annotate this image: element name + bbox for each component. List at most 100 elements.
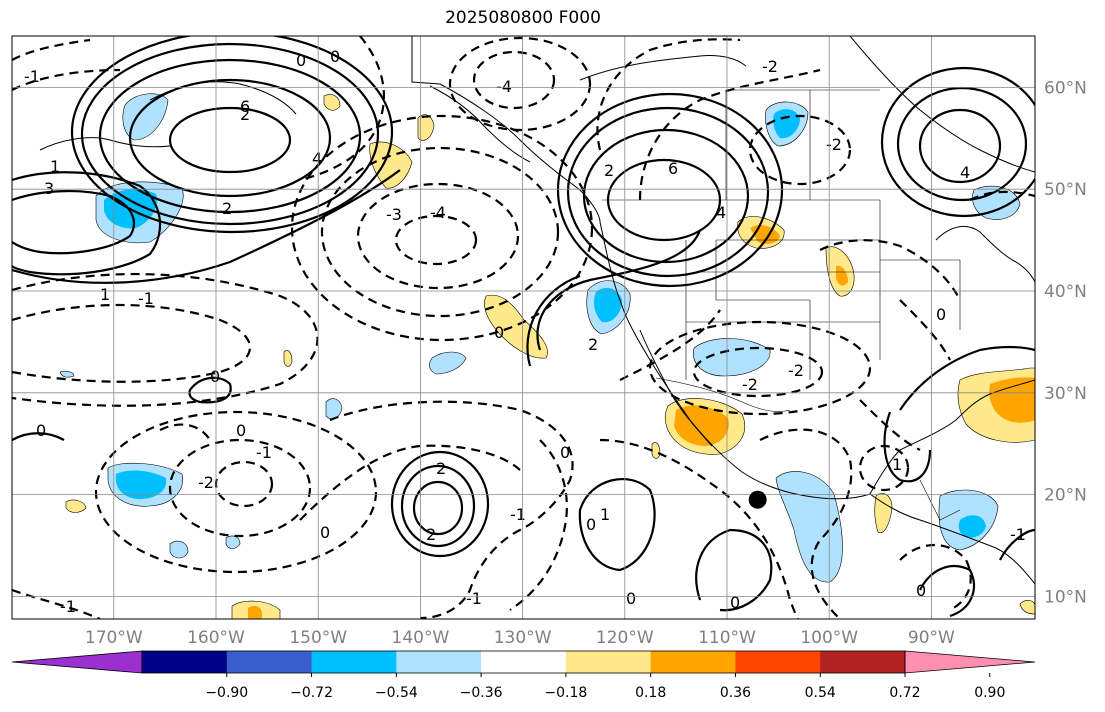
colorbar-tick-label: −0.90 <box>205 685 248 701</box>
contour-line <box>412 480 464 536</box>
contour-label: 0 <box>916 581 926 600</box>
chart-title: 2025080800 F000 <box>445 8 601 28</box>
contour-line <box>899 345 1035 411</box>
contour-line <box>596 38 741 151</box>
contour-line <box>394 214 478 266</box>
contour-line <box>188 376 232 404</box>
colorbar-tick-label: 0.90 <box>974 685 1005 701</box>
contour-line <box>12 272 319 407</box>
contour-line <box>536 229 702 351</box>
colorbar-tick-label: 0.18 <box>635 685 666 701</box>
contour-label: 1 <box>100 285 110 304</box>
contour-label: 1 <box>892 455 902 474</box>
contour-label: -1 <box>1010 525 1026 544</box>
contour-line <box>299 444 521 521</box>
shaded-positive-patch <box>989 377 1035 423</box>
contour-line <box>159 423 211 441</box>
shaded-positive-patch <box>248 606 262 619</box>
contour-line <box>880 66 1035 218</box>
colorbar-segment <box>565 651 652 673</box>
contour-label: 0 <box>626 589 636 608</box>
latitude-tick-label: 40°N <box>1044 282 1087 302</box>
contour-label: -2 <box>826 135 842 154</box>
border-line <box>919 479 961 521</box>
contour-line <box>94 410 378 574</box>
longitude-tick-label: 110°W <box>698 628 756 648</box>
coastline <box>579 55 747 81</box>
contour-line <box>918 108 1002 184</box>
colorbar-tick-label: −0.54 <box>375 685 418 701</box>
contour-line <box>692 346 824 398</box>
contour-label: 6 <box>240 97 250 116</box>
colorbar-outline <box>141 650 906 674</box>
shaded-negative-patch <box>773 109 800 139</box>
latitude-axis: 60°N 50°N 40°N 30°N 20°N 10°N <box>1044 78 1087 607</box>
contour-line <box>168 438 312 538</box>
contour-label: -1 <box>60 597 76 616</box>
contour-line <box>819 239 961 301</box>
contour-line <box>899 299 951 361</box>
contour-line <box>12 38 91 61</box>
coastline <box>411 36 601 223</box>
longitude-tick-label: 100°W <box>800 628 858 648</box>
contour-line <box>619 309 721 381</box>
coastline <box>429 85 531 163</box>
contour-line <box>12 432 65 441</box>
contour-label: 4 <box>312 149 322 168</box>
colorbar-segment <box>311 651 397 673</box>
colorbar-segment <box>142 651 228 673</box>
longitude-tick-label: 150°W <box>289 628 347 648</box>
contour-label: 0 <box>296 51 306 70</box>
gridlines <box>12 36 1035 619</box>
contour-line <box>320 146 560 318</box>
contour-label: -3 <box>386 205 402 224</box>
contour-line <box>70 36 394 234</box>
contour-label: -1 <box>138 289 154 308</box>
shaded-positive-patch <box>283 350 293 367</box>
contour-line <box>606 158 722 242</box>
contour-line <box>999 528 1035 561</box>
coastline <box>639 329 713 447</box>
contour-label: 1 <box>50 157 60 176</box>
contour-label: -2 <box>788 361 804 380</box>
contour-line <box>290 114 594 342</box>
shaded-negative-patch <box>775 471 843 583</box>
contour-line <box>168 106 292 174</box>
longitude-axis: 170°W 160°W 150°W 140°W 130°W 120°W 110°W 100°W… <box>85 628 955 648</box>
contour-line <box>748 114 852 186</box>
contour-line <box>566 106 770 278</box>
latitude-tick-label: 50°N <box>1044 180 1087 200</box>
contour-line <box>883 411 932 483</box>
longitude-tick-label: 130°W <box>494 628 552 648</box>
colorbar-segment <box>226 651 313 673</box>
contour-line <box>526 274 581 367</box>
contour-label: 6 <box>668 159 678 178</box>
shaded-positive-patch <box>65 499 87 513</box>
contour-label: 1 <box>600 505 610 524</box>
longitude-tick-label: 170°W <box>85 628 143 648</box>
contour-line <box>12 588 101 619</box>
longitude-tick-label: 90°W <box>908 628 955 648</box>
contour-line <box>12 303 251 383</box>
contour-label: 2 <box>426 525 436 544</box>
latitude-tick-label: 20°N <box>1044 486 1087 506</box>
contour-label: 2 <box>436 459 446 478</box>
contour-line <box>969 190 1035 201</box>
coastlines <box>39 36 1035 585</box>
colorbar-tick-label: −0.36 <box>460 685 503 701</box>
contour-line <box>329 400 574 619</box>
contour-line <box>509 439 568 611</box>
shaded-negative-patch <box>116 470 167 500</box>
contour-label: 4 <box>960 163 970 182</box>
shaded-positive-patch <box>323 94 341 111</box>
shaded-negative-patch <box>122 93 169 141</box>
contour-label: -2 <box>762 57 778 76</box>
contour-line <box>390 450 490 558</box>
contour-label: -4 <box>496 77 512 96</box>
colorbar-tick-label: −0.18 <box>544 685 587 701</box>
longitude-tick-label: 120°W <box>596 628 654 648</box>
shaded-negative-patch <box>958 515 986 538</box>
longitude-tick-label: 160°W <box>187 628 245 648</box>
contour-label: -2 <box>198 473 214 492</box>
